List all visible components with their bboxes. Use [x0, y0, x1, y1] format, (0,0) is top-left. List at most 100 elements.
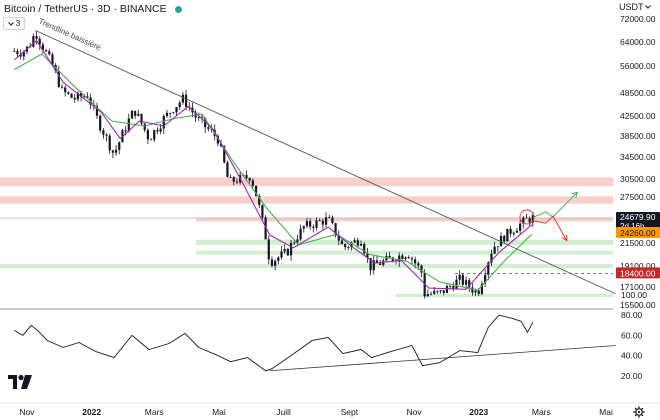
support-zone — [196, 239, 613, 245]
candle-body — [216, 136, 219, 144]
candle-body — [274, 260, 277, 266]
candle-body — [60, 86, 64, 88]
candle-body — [471, 287, 474, 293]
candle-body — [22, 51, 25, 57]
candle-body — [417, 263, 420, 266]
candle-body — [353, 240, 356, 243]
candle-body — [16, 51, 19, 55]
indicator-line — [14, 314, 534, 372]
time-tick-label: Mai — [212, 407, 226, 417]
candle-body — [137, 113, 140, 116]
candle-body — [32, 36, 35, 47]
candle-body — [499, 235, 503, 247]
candle-body — [200, 117, 204, 119]
candle-body — [375, 260, 379, 264]
chart-title: Bitcoin / TetherUS · 3D · BINANCE — [4, 2, 182, 16]
candle-body — [197, 117, 200, 119]
candle-body — [229, 177, 232, 178]
candle-body — [452, 286, 455, 289]
bearish-scenario-arrow-head — [561, 234, 568, 242]
candle-body — [111, 150, 114, 153]
candle-body — [76, 93, 80, 100]
candle-body — [67, 92, 70, 94]
candle-body — [258, 196, 261, 205]
time-tick-label: Nov — [19, 407, 35, 417]
candle-body — [175, 107, 178, 113]
time-tick-label: Nov — [406, 407, 422, 417]
candle-body — [363, 243, 366, 254]
candle-body — [455, 279, 458, 289]
candle-body — [293, 242, 296, 244]
candle-body — [70, 93, 73, 98]
candle-body — [420, 265, 423, 273]
price-tick-label: 48500.00 — [620, 88, 656, 98]
market-status-dot — [174, 5, 182, 13]
bullish-scenario-arrow — [532, 191, 578, 219]
candle-body — [525, 217, 528, 219]
collapse-toggle[interactable]: 3 — [3, 17, 25, 30]
resistance-zone — [0, 177, 613, 187]
candle-body — [283, 248, 286, 252]
candle-body — [296, 239, 299, 243]
candle-body — [134, 110, 137, 116]
candle-body — [347, 247, 350, 248]
orange-price-badge — [616, 227, 660, 238]
candle-body — [433, 290, 436, 294]
candle-body — [426, 294, 429, 297]
bearish-trendline — [35, 30, 616, 295]
price-tick-label: 38500.00 — [620, 131, 656, 141]
price-tick-label: 21500.00 — [620, 238, 656, 248]
candle-body — [105, 134, 108, 136]
candle-body — [385, 255, 388, 261]
candle-body — [439, 290, 442, 292]
settings-gear-icon[interactable] — [633, 406, 645, 418]
candle-body — [165, 112, 169, 117]
chevron-down-icon — [644, 5, 651, 9]
candle-body — [172, 112, 175, 114]
candle-body — [515, 230, 519, 233]
ema-slow-line — [14, 53, 533, 291]
indicator-tick-label: 20.00 — [621, 371, 643, 381]
candle-body — [146, 130, 149, 140]
candle-body — [130, 110, 134, 119]
candle-body — [149, 139, 153, 141]
candle-body — [388, 255, 391, 258]
candle-body — [490, 253, 493, 263]
candle-body — [277, 257, 280, 261]
candle-countdown: 2d 16h — [620, 222, 644, 231]
currency-selector[interactable]: USDT — [619, 2, 651, 12]
candle-body — [44, 50, 48, 52]
candle-body — [248, 178, 251, 181]
candle-body — [493, 246, 496, 254]
candle-body — [235, 181, 239, 183]
candle-body — [140, 113, 143, 124]
bullish-scenario-arrow-head — [571, 191, 579, 199]
candle-body — [414, 259, 417, 264]
candle-body — [398, 255, 401, 262]
candle-body — [458, 274, 461, 280]
candle-body — [404, 257, 407, 259]
candle-body — [79, 93, 83, 97]
candle-body — [38, 38, 41, 45]
candle-body — [207, 127, 210, 129]
candle-body — [401, 255, 404, 259]
candle-body — [436, 290, 439, 292]
resistance-zone — [196, 217, 613, 222]
candle-body — [226, 162, 229, 178]
candle-body — [359, 243, 363, 246]
price-tick-label: 72000.00 — [620, 14, 656, 24]
candle-body — [506, 228, 509, 242]
highlight-circle — [519, 209, 535, 225]
candle-body — [324, 217, 328, 225]
candle-body — [309, 221, 312, 227]
candle-body — [372, 260, 375, 271]
time-tick-label: 2022 — [82, 407, 101, 417]
candle-body — [48, 51, 51, 55]
current-price-badge-bg — [616, 212, 660, 231]
candle-body — [318, 220, 321, 222]
candle-body — [528, 218, 531, 223]
candle-body — [102, 130, 105, 135]
price-tick-label: 30500.00 — [620, 174, 656, 184]
support-zone — [396, 293, 613, 298]
